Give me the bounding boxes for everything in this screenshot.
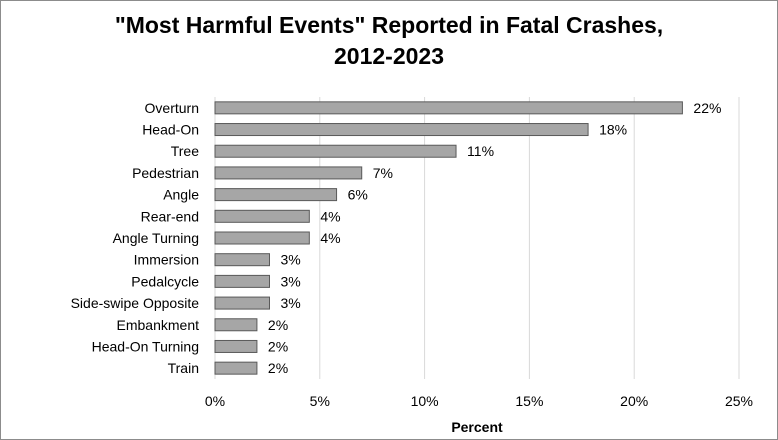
bar xyxy=(214,274,270,288)
data-label: 4% xyxy=(320,230,340,246)
chart-title-line-1: "Most Harmful Events" Reported in Fatal … xyxy=(114,12,664,38)
category-label: Pedestrian xyxy=(132,165,199,181)
bar xyxy=(214,166,363,180)
category-label: Embankment xyxy=(117,317,200,333)
x-tick-label: 5% xyxy=(310,393,330,409)
bar xyxy=(214,339,258,353)
category-label: Tree xyxy=(171,143,199,159)
bar xyxy=(214,144,457,158)
data-label: 18% xyxy=(599,122,627,138)
x-tick-labels: 0% 5% 10% 15% 20% 25% xyxy=(205,393,753,409)
x-tick-label: 20% xyxy=(620,393,648,409)
bar xyxy=(214,188,338,202)
category-labels: Overturn Head-On Tree Pedestrian Angle Rear-e… xyxy=(71,100,200,376)
chart-title: "Most Harmful Events" Reported in Fatal … xyxy=(0,10,778,72)
gridlines xyxy=(214,97,740,379)
x-tick-label: 15% xyxy=(515,393,543,409)
bar xyxy=(214,253,270,267)
data-label: 2% xyxy=(268,338,288,354)
chart-title-line-2: 2012-2023 xyxy=(334,43,444,69)
category-label: Train xyxy=(168,360,199,376)
category-label: Side-swipe Opposite xyxy=(71,295,200,311)
category-label: Pedalcycle xyxy=(131,273,199,289)
x-tick-label: 25% xyxy=(725,393,753,409)
bar xyxy=(214,318,258,332)
category-label: Immersion xyxy=(134,252,199,268)
data-label: 2% xyxy=(268,360,288,376)
x-tick-label: 10% xyxy=(411,393,439,409)
bars xyxy=(214,101,683,375)
category-label: Overturn xyxy=(145,100,199,116)
bar xyxy=(214,296,270,310)
bar xyxy=(214,209,310,223)
data-label: 11% xyxy=(467,143,494,159)
data-label: 3% xyxy=(280,252,300,268)
category-label: Angle xyxy=(163,187,199,203)
data-label: 6% xyxy=(348,187,368,203)
category-label: Angle Turning xyxy=(113,230,199,246)
x-tick-label: 0% xyxy=(205,393,225,409)
bar xyxy=(214,231,310,245)
x-axis-label: Percent xyxy=(451,419,503,435)
data-label: 2% xyxy=(268,317,288,333)
category-label: Head-On Turning xyxy=(92,338,199,354)
category-label: Head-On xyxy=(142,122,199,138)
bar xyxy=(214,101,683,115)
data-label: 7% xyxy=(373,165,393,181)
data-label: 3% xyxy=(280,273,300,289)
data-label: 22% xyxy=(693,100,721,116)
bar xyxy=(214,123,589,137)
data-label: 4% xyxy=(320,208,340,224)
data-labels: 22% 18% 11% 7% 6% 4% 4% 3% 3% 3% 2% 2% 2% xyxy=(268,100,722,376)
bar xyxy=(214,361,258,375)
category-label: Rear-end xyxy=(141,208,199,224)
data-label: 3% xyxy=(280,295,300,311)
